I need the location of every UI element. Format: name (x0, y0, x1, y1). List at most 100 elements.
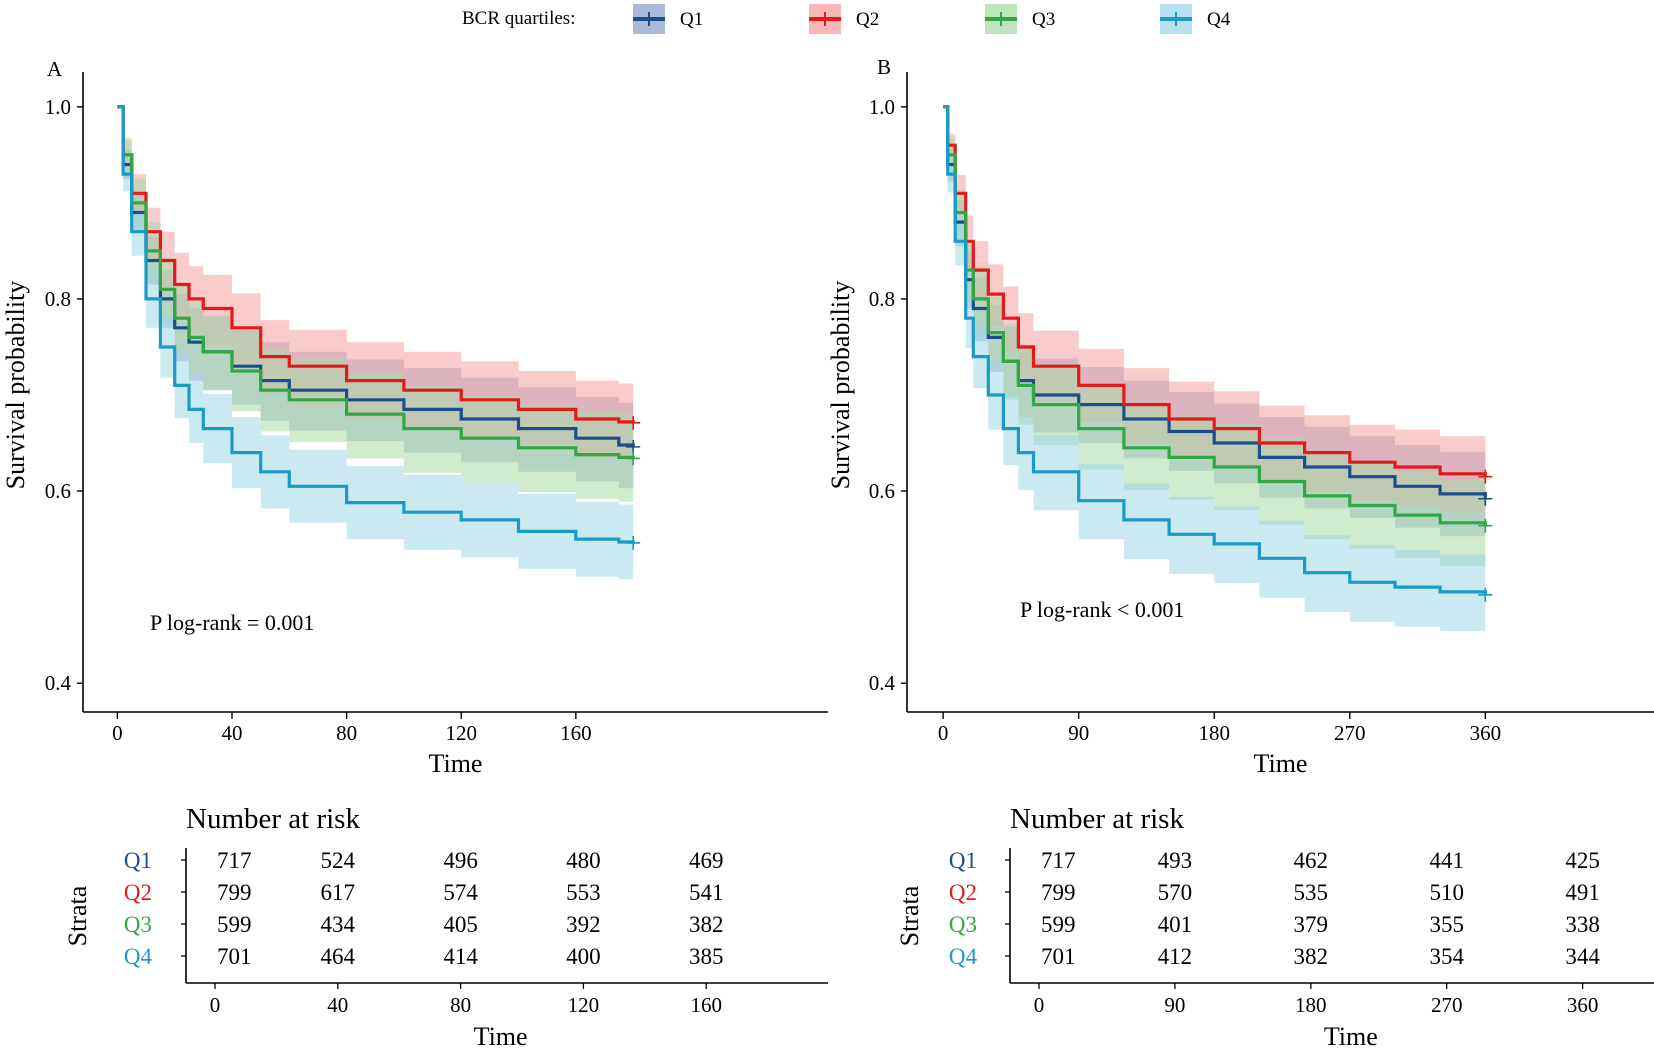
risk-count: 717 (217, 848, 252, 873)
legend: BCR quartiles: Q1 Q2 Q3 Q4 (462, 4, 1231, 34)
risk-count: 400 (566, 944, 601, 969)
censor-mark-q4 (1478, 587, 1493, 602)
risk-x-tick-label: 0 (210, 993, 221, 1017)
risk-count: 425 (1565, 848, 1600, 873)
legend-item-q1: Q1 (633, 4, 703, 34)
censor-mark-q2 (626, 415, 641, 430)
survival-line-q4 (117, 105, 635, 544)
censor-mark-q3 (1478, 518, 1493, 533)
risk-count: 491 (1565, 880, 1600, 905)
y-tick-label: 0.6 (869, 479, 895, 503)
panel-label-a: A (47, 57, 63, 81)
strata-label-q1: Q1 (949, 848, 977, 873)
risk-table-a: Number at risk Q1 717 524 496 480 469 Q2 799 617 5… (63, 803, 828, 1051)
risk-count: 355 (1429, 912, 1464, 937)
risk-table-title: Number at risk (1010, 803, 1184, 835)
x-tick-label: 270 (1334, 721, 1366, 745)
risk-strata-title: Strata (63, 885, 92, 946)
y-tick-label: 0.4 (869, 671, 896, 695)
x-tick-label: 360 (1470, 721, 1502, 745)
y-axis-title: Survival probability (826, 281, 855, 490)
risk-count: 701 (217, 944, 252, 969)
risk-count: 441 (1429, 848, 1464, 873)
legend-item-q4: Q4 (1160, 4, 1231, 34)
x-axis-title: Time (429, 749, 483, 778)
risk-x-axis-title: Time (474, 1022, 528, 1051)
risk-count: 535 (1294, 880, 1329, 905)
ci-band-q2 (117, 106, 634, 462)
risk-count: 462 (1294, 848, 1329, 873)
legend-label-q2: Q2 (856, 9, 879, 30)
logrank-annotation: P log-rank < 0.001 (1020, 597, 1184, 622)
strata-label-q4: Q4 (124, 944, 153, 969)
y-tick-label: 1.0 (45, 95, 71, 119)
risk-count: 496 (443, 848, 478, 873)
strata-label-q3: Q3 (949, 912, 977, 937)
censor-mark-q3 (626, 451, 641, 466)
y-tick-label: 1.0 (869, 95, 895, 119)
y-tick-label: 0.6 (45, 479, 71, 503)
risk-x-axis-title: Time (1324, 1022, 1378, 1051)
risk-x-tick-label: 270 (1431, 993, 1463, 1017)
x-tick-label: 90 (1068, 721, 1089, 745)
strata-label-q2: Q2 (949, 880, 977, 905)
risk-count: 701 (1041, 944, 1076, 969)
risk-count: 379 (1294, 912, 1329, 937)
legend-label-q1: Q1 (680, 9, 703, 30)
risk-count: 392 (566, 912, 601, 937)
censor-mark-q4 (626, 535, 641, 550)
survival-panel-a: 0.4 0.6 0.8 1.0 0 40 80 120 160 Time Survival prob… (1, 72, 828, 778)
risk-count: 344 (1565, 944, 1600, 969)
x-tick-label: 80 (336, 721, 357, 745)
ci-band-q4 (117, 106, 634, 581)
x-tick-label: 180 (1198, 721, 1230, 745)
x-axis-title: Time (1254, 749, 1308, 778)
panel-label-b: B (877, 55, 891, 79)
risk-table-title: Number at risk (186, 803, 360, 835)
risk-count: 354 (1429, 944, 1464, 969)
legend-label-q3: Q3 (1032, 9, 1055, 30)
x-tick-label: 40 (222, 721, 243, 745)
risk-count: 617 (321, 880, 356, 905)
y-tick-label: 0.4 (45, 671, 72, 695)
risk-count: 541 (689, 880, 724, 905)
risk-x-tick-label: 40 (327, 993, 348, 1017)
strata-label-q1: Q1 (124, 848, 152, 873)
risk-count: 574 (443, 880, 478, 905)
survival-line-q4 (943, 105, 1487, 595)
risk-count: 338 (1565, 912, 1600, 937)
risk-strata-title: Strata (895, 885, 924, 946)
strata-label-q3: Q3 (124, 912, 152, 937)
risk-x-tick-label: 0 (1034, 993, 1045, 1017)
risk-x-tick-label: 160 (690, 993, 722, 1017)
risk-count: 599 (217, 912, 252, 937)
risk-count: 434 (321, 912, 356, 937)
risk-count: 799 (217, 880, 252, 905)
risk-count: 524 (321, 848, 356, 873)
x-tick-label: 0 (112, 721, 123, 745)
y-tick-label: 0.8 (869, 287, 895, 311)
risk-count: 570 (1158, 880, 1193, 905)
legend-label-q4: Q4 (1207, 9, 1231, 30)
risk-count: 799 (1041, 880, 1076, 905)
y-axis-title: Survival probability (1, 281, 30, 490)
risk-count: 717 (1041, 848, 1076, 873)
legend-item-q2: Q2 (809, 4, 879, 34)
ci-band-q3 (117, 106, 634, 503)
risk-count: 382 (1294, 944, 1329, 969)
risk-count: 401 (1158, 912, 1193, 937)
strata-label-q4: Q4 (949, 944, 978, 969)
risk-count: 480 (566, 848, 601, 873)
risk-count: 412 (1158, 944, 1193, 969)
risk-table-b: Number at risk Q1 717 493 462 441 425 Q2 799 570 5… (895, 803, 1654, 1051)
risk-x-tick-label: 180 (1295, 993, 1327, 1017)
risk-x-tick-label: 90 (1164, 993, 1185, 1017)
x-tick-label: 120 (445, 721, 477, 745)
risk-count: 414 (443, 944, 478, 969)
risk-count: 464 (321, 944, 356, 969)
legend-title: BCR quartiles: (462, 8, 575, 29)
survival-panel-b: 0.4 0.6 0.8 1.0 0 90 180 270 360 Time Survival pro… (826, 72, 1654, 778)
logrank-annotation: P log-rank = 0.001 (150, 610, 314, 635)
risk-x-tick-label: 360 (1567, 993, 1599, 1017)
